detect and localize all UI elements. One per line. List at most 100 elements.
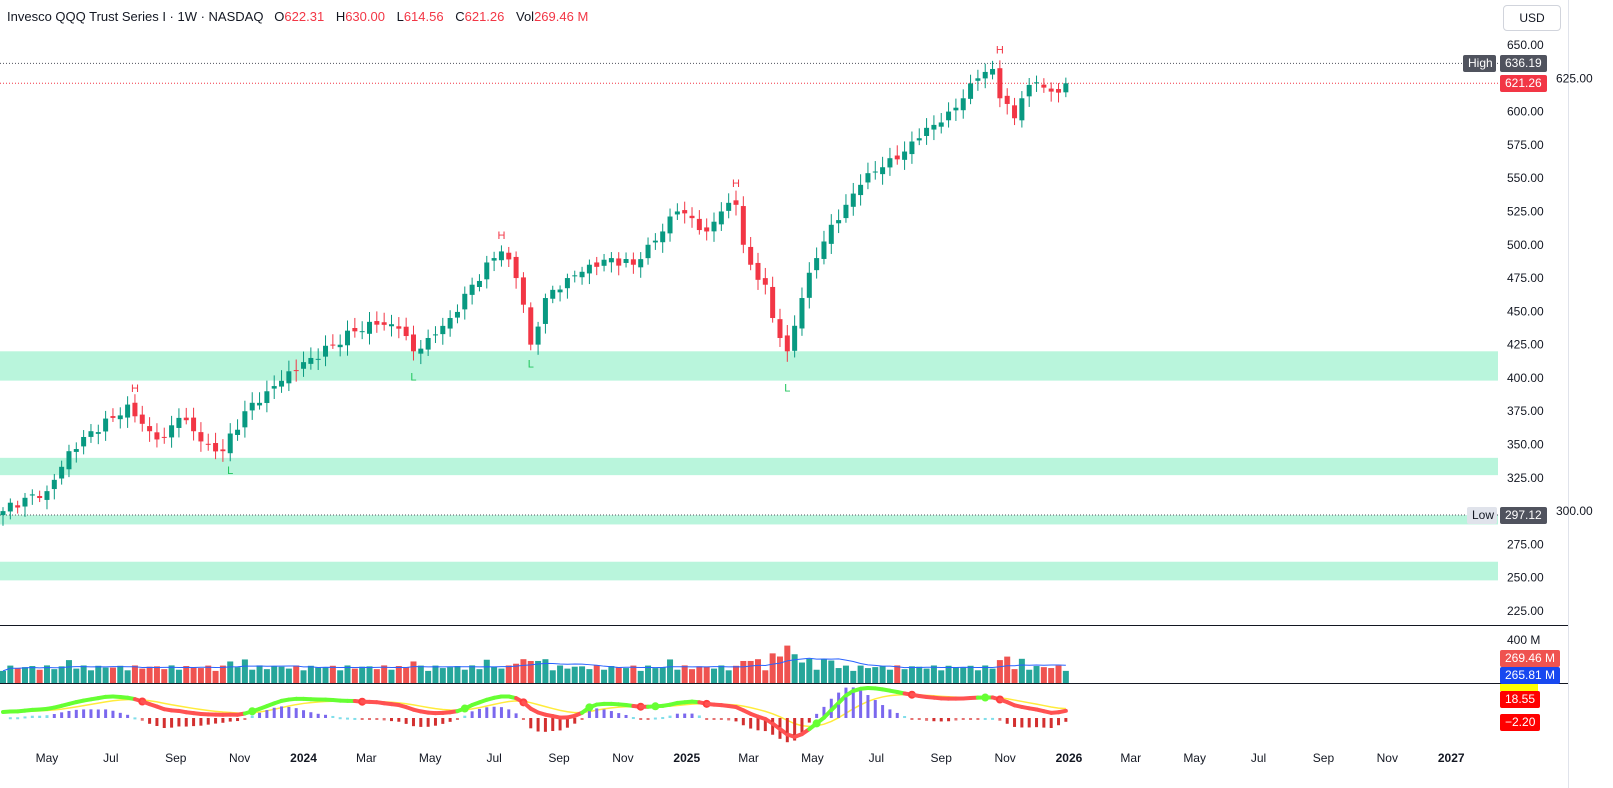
close-label: C	[455, 9, 465, 24]
currency-button[interactable]: USD	[1503, 5, 1561, 31]
volume-bar	[630, 665, 637, 683]
indicator-histogram-bar	[30, 715, 34, 718]
candle-body	[1019, 98, 1025, 121]
candle-body	[279, 380, 285, 387]
candle-body	[1048, 88, 1054, 92]
indicator-histogram-bar	[250, 715, 254, 718]
time-tick-label: May	[1183, 751, 1206, 765]
indicator-histogram-bar	[969, 718, 973, 720]
candle-body	[682, 210, 688, 214]
candle-body	[616, 258, 622, 266]
indicator-histogram-bar	[419, 718, 423, 727]
indicator-histogram-bar	[1035, 718, 1039, 728]
indicator-histogram-bar	[851, 687, 855, 718]
volume-bar	[278, 666, 285, 683]
volume-bar	[733, 665, 739, 683]
candle-body	[858, 184, 864, 196]
candle-body	[777, 319, 783, 338]
candle-body	[51, 479, 57, 490]
price-tick-label: 275.00	[1507, 537, 1544, 551]
indicator-histogram-bar	[617, 713, 621, 718]
time-tick-label: Nov	[1377, 751, 1398, 765]
candle-body	[975, 78, 981, 81]
volume-bar	[586, 669, 593, 683]
candle-body	[337, 344, 343, 348]
pivot-label-high: H	[131, 383, 139, 395]
price-tick-label: 650.00	[1507, 38, 1544, 52]
indicator-histogram-bar	[272, 707, 276, 718]
volume-bar	[285, 668, 292, 683]
candle-body	[880, 167, 886, 175]
price-tick-label: 250.00	[1507, 571, 1544, 585]
volume-bar	[439, 668, 446, 683]
volume-bar	[87, 670, 94, 683]
indicator-histogram-bar	[302, 710, 306, 718]
indicator-histogram-bar	[8, 717, 12, 720]
candle-body	[176, 417, 182, 428]
candle-body	[29, 494, 35, 496]
candle-body	[982, 71, 988, 79]
volume-bar	[476, 669, 483, 683]
volume-bar	[241, 659, 248, 683]
indicator-histogram-bar	[873, 700, 877, 718]
volume-bar	[80, 665, 87, 683]
candle-body	[359, 331, 365, 333]
candles	[0, 60, 1069, 526]
candle-body	[367, 321, 372, 334]
indicator-histogram-bar	[947, 718, 951, 722]
volume-bar	[769, 653, 776, 683]
candle-body	[293, 370, 299, 372]
low-tag-label: Low	[1467, 507, 1498, 524]
time-tick-label: Nov	[612, 751, 633, 765]
volume-bar	[872, 667, 879, 683]
time-tick-label: Nov	[229, 751, 250, 765]
candle-body	[660, 231, 666, 243]
candle-body	[931, 124, 937, 130]
candle-body	[125, 404, 131, 418]
volume-bar	[557, 665, 564, 683]
volume-bar	[219, 665, 226, 683]
candle-body	[638, 259, 644, 268]
indicator-histogram-bar	[287, 706, 291, 718]
volume-bar	[1040, 667, 1047, 683]
candle-body	[491, 258, 497, 261]
candle-body	[506, 252, 512, 260]
indicator-histogram-bar	[324, 714, 328, 718]
volume-bar	[65, 660, 72, 683]
candle-body	[447, 318, 453, 329]
volume-bar	[124, 670, 131, 683]
volume-axis-label: 400 M	[1507, 633, 1541, 647]
indicator-histogram-bar	[118, 712, 122, 718]
indicator-histogram-bar	[499, 707, 503, 718]
candle-body	[462, 293, 468, 310]
volume-bar	[901, 669, 908, 683]
symbol-title[interactable]: Invesco QQQ Trust Series I · 1W · NASDAQ	[7, 9, 264, 24]
volume-bar	[681, 665, 688, 683]
indicator-histogram-bar	[609, 711, 613, 718]
indicator-histogram-bar	[67, 710, 71, 718]
volume-bar	[0, 670, 6, 683]
indicator-histogram-bar	[265, 710, 269, 718]
candle-body	[257, 402, 263, 406]
candle-body	[432, 334, 438, 336]
indicator-histogram-bar	[45, 715, 49, 718]
volume-bar	[776, 656, 783, 683]
candle-body	[1026, 84, 1032, 97]
candle-body	[381, 322, 387, 325]
candle-body	[990, 68, 996, 75]
high-value: 630.00	[345, 9, 385, 24]
volume-bar	[322, 667, 329, 683]
volume-bar	[615, 667, 622, 683]
indicator-histogram-bar	[199, 718, 203, 726]
volume-bar	[1018, 658, 1025, 683]
candle-body	[418, 348, 424, 354]
candle-body	[403, 326, 409, 337]
indicator-histogram-bar	[1057, 718, 1061, 726]
candle-body	[7, 502, 13, 512]
indicator-histogram-bar	[38, 715, 42, 718]
volume-bar	[703, 666, 710, 683]
candle-body	[740, 206, 746, 245]
indicator-histogram-bar	[983, 717, 987, 720]
volume-bar	[29, 666, 36, 683]
